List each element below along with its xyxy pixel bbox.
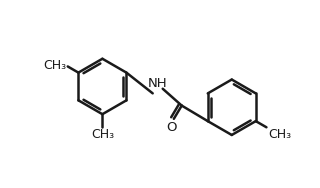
Text: CH₃: CH₃ <box>268 128 291 141</box>
Text: CH₃: CH₃ <box>91 128 114 141</box>
Text: CH₃: CH₃ <box>43 59 66 72</box>
Text: O: O <box>166 121 177 134</box>
Text: NH: NH <box>148 77 167 90</box>
